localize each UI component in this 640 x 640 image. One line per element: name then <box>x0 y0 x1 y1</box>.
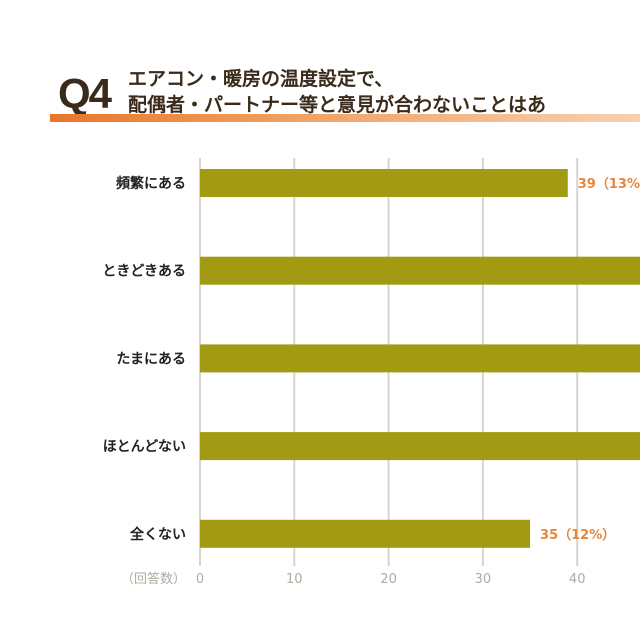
title-underline <box>50 114 640 122</box>
category-label: ときどきある <box>102 264 186 280</box>
x-axis-label: （回答数） <box>121 571 186 587</box>
category-label: 全くない <box>129 526 186 543</box>
category-label: たまにある <box>116 351 186 367</box>
bar <box>200 344 640 373</box>
title-line-2: 配偶者・パートナー等と意見が合わないことはあ <box>128 94 547 116</box>
x-tick-label: 40 <box>569 572 586 587</box>
x-tick-label: 0 <box>196 572 204 587</box>
x-tick-label: 10 <box>286 572 303 587</box>
category-label: 頻繁にある <box>116 175 186 192</box>
x-tick-label: 20 <box>380 572 397 587</box>
question-number: Q4 <box>58 70 112 117</box>
bar <box>200 169 568 197</box>
x-tick-label: 30 <box>475 572 492 587</box>
bar <box>200 432 640 461</box>
category-label: ほとんどない <box>103 439 186 455</box>
data-label: 35（12%） <box>540 527 615 543</box>
bar <box>200 519 531 548</box>
title-line-1: エアコン・暖房の温度設定で、 <box>128 68 394 90</box>
bar <box>200 256 640 285</box>
data-label: 39（13%） <box>578 176 640 192</box>
